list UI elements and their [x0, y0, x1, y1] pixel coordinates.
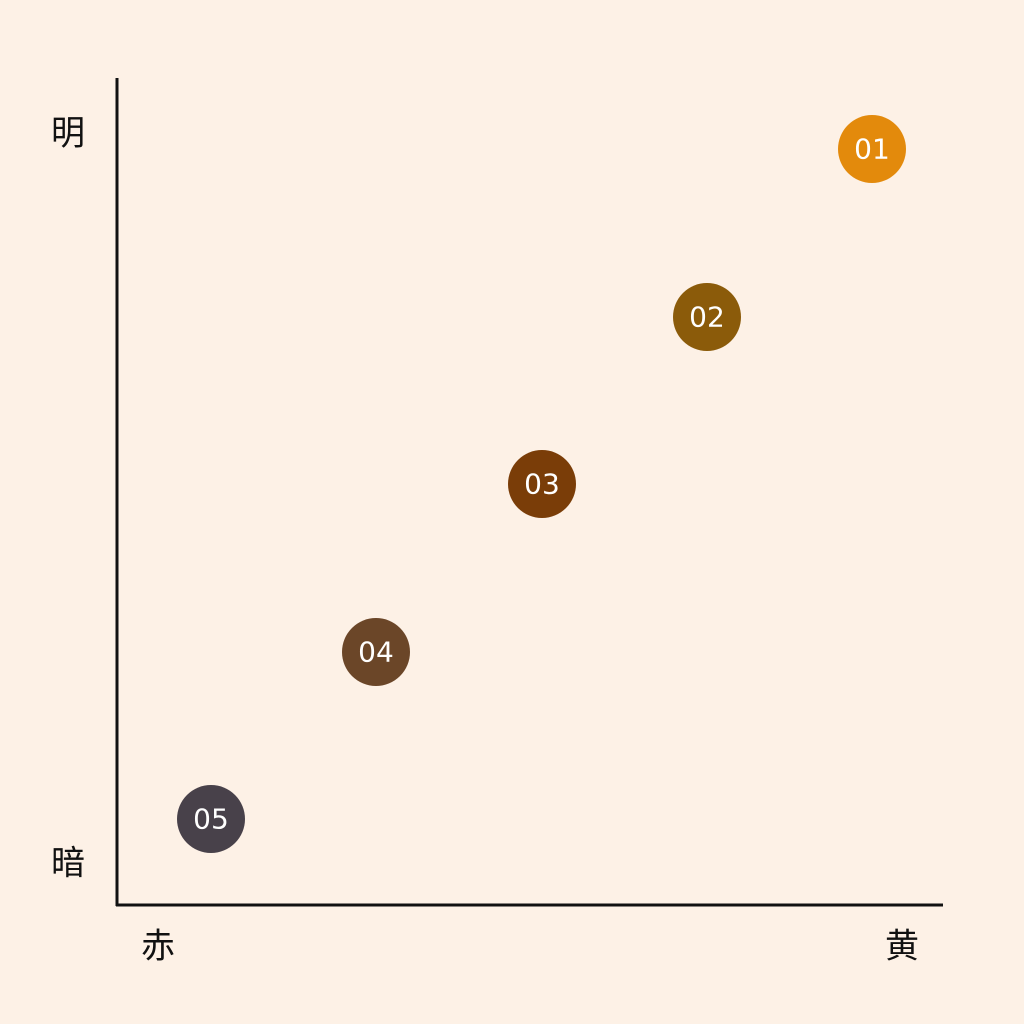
dot-label: 02: [689, 301, 725, 334]
y-top-label: 明: [51, 114, 85, 154]
color-dot: [838, 115, 906, 183]
x-right-label: 黄: [885, 927, 919, 967]
color-dot: [342, 618, 410, 686]
dot-label: 03: [524, 468, 560, 501]
color-dot: [508, 450, 576, 518]
dot-label: 01: [854, 133, 890, 166]
dot-label: 04: [358, 636, 394, 669]
color-dot: [673, 283, 741, 351]
y-bottom-label: 暗: [51, 844, 85, 884]
color-dot: [177, 785, 245, 853]
x-left-label: 赤: [141, 927, 175, 967]
dot-label: 05: [193, 803, 229, 836]
